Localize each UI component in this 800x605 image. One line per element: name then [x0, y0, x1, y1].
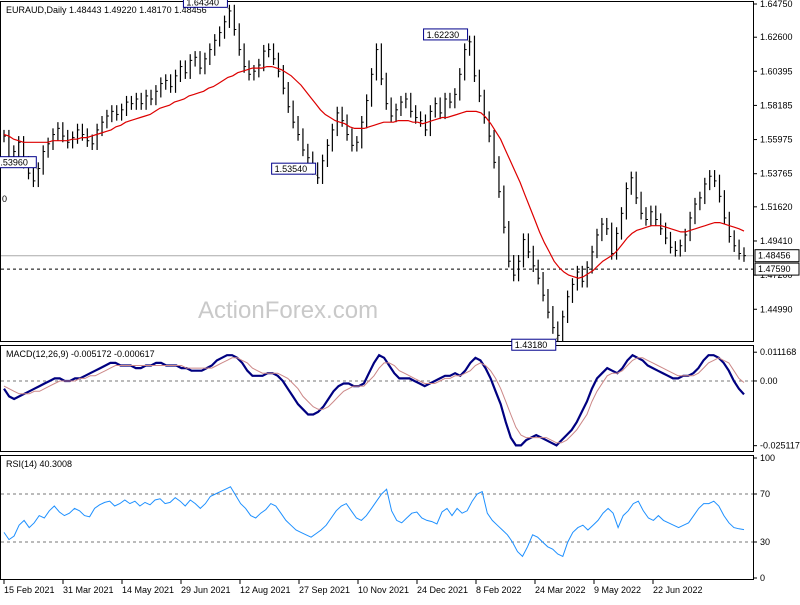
price-label-box	[511, 338, 557, 351]
symbol-header: EURAUD,Daily 1.48443 1.49220 1.48170 1.4…	[6, 5, 207, 15]
price-label-box	[423, 28, 469, 41]
x-tick-label: 8 Feb 2022	[476, 585, 522, 595]
price-label-leader	[555, 336, 559, 340]
watermark: ActionForex.com	[198, 297, 378, 324]
left-edge-text: 0	[2, 194, 7, 204]
main-y-tick-label: 1.58185	[760, 100, 793, 110]
rsi-y-tick-label: 100	[760, 453, 775, 463]
x-tick-label: 24 Dec 2021	[417, 585, 468, 595]
main-y-tick-label: 1.60395	[760, 66, 793, 76]
x-tick-label: 29 Jun 2021	[181, 585, 231, 595]
price-label-leader	[35, 167, 39, 171]
x-tick-label: 24 Mar 2022	[535, 585, 586, 595]
x-tick-label: 15 Feb 2021	[4, 585, 55, 595]
main-plot: 1.64340 1.62230 1.53540 1.53960 1.43180	[0, 0, 753, 351]
macd-y-tick-label: 0.00	[760, 376, 778, 386]
x-tick-label: 31 Mar 2021	[63, 585, 114, 595]
rsi-line	[3, 486, 745, 558]
x-tick-label: 12 Aug 2021	[240, 585, 291, 595]
price-label-leader	[227, 7, 230, 11]
main-y-tick-label: 1.62600	[760, 32, 793, 42]
axes: 1.64750 1.62600 1.60395 1.58185 1.55975 1.537…	[3, 0, 800, 595]
x-tick-label: 9 May 2022	[594, 585, 641, 595]
main-y-tick-label: 1.64750	[760, 0, 793, 9]
x-tick-label: 10 Nov 2021	[358, 585, 409, 595]
macd-line	[3, 353, 745, 447]
price-label-box	[0, 156, 37, 169]
rsi-label: RSI(14) 40.3008	[6, 459, 72, 469]
main-y-tick-label: 1.44990	[760, 304, 793, 314]
price-bars	[3, 4, 746, 342]
sma-line	[3, 65, 745, 279]
rsi-y-tick-label: 70	[760, 489, 770, 499]
macd-signal-line	[3, 357, 745, 444]
main-y-tick-label: 1.49410	[760, 236, 793, 246]
x-tick-label: 27 Sep 2021	[299, 585, 350, 595]
price-label-leader	[467, 39, 470, 44]
main-panel-frame	[0, 1, 754, 342]
main-y-tick-label: 1.55975	[760, 135, 793, 145]
macd-plot	[1, 353, 753, 447]
price-tag: 1.48456	[758, 251, 791, 261]
x-tick-label: 14 May 2021	[122, 585, 174, 595]
price-label-box	[182, 0, 228, 8]
macd-y-tick-label: 0.011168	[760, 347, 796, 357]
price-label: 1.53960	[0, 158, 28, 168]
price-label-leader	[315, 173, 318, 178]
rsi-panel-frame	[0, 455, 754, 580]
macd-y-tick-label: -0.025117	[760, 441, 800, 451]
price-tag-box	[754, 262, 800, 276]
price-label: 1.43180	[515, 340, 548, 350]
rsi-plot	[1, 486, 753, 558]
price-tag: 1.47590	[758, 264, 791, 274]
main-y-tick-label: 1.51620	[760, 202, 793, 212]
price-label: 1.53540	[275, 164, 308, 174]
rsi-y-tick-label: 30	[760, 537, 770, 547]
price-label: 1.62230	[427, 30, 460, 40]
price-label-box	[271, 162, 317, 175]
panel-frames	[0, 1, 754, 580]
main-y-tick-label: 1.53765	[760, 169, 793, 179]
x-tick-label: 22 Jun 2022	[653, 585, 703, 595]
rsi-y-tick-label: 0	[760, 573, 765, 583]
macd-panel-frame	[0, 345, 754, 452]
price-tag-box	[754, 249, 800, 263]
macd-label: MACD(12,26,9) -0.005172 -0.000617	[6, 349, 155, 359]
price-label: 1.64340	[186, 0, 219, 7]
